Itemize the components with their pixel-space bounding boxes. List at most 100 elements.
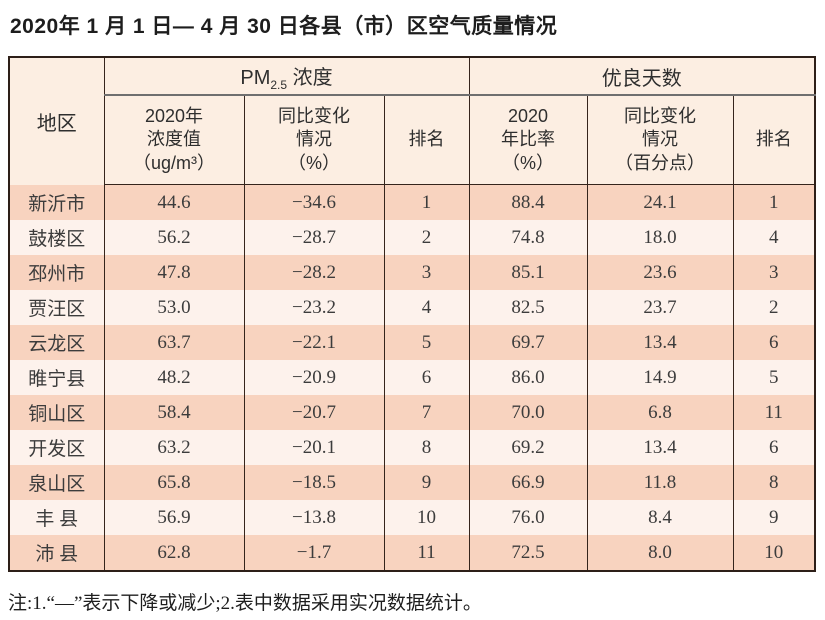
cell-pm25-rank: 6 <box>383 360 470 395</box>
cell-region: 睢宁县 <box>8 360 105 395</box>
cell-pm25-value: 56.2 <box>103 220 245 255</box>
cell-good-change: 13.4 <box>586 430 734 465</box>
cell-pm25-value: 53.0 <box>103 290 245 325</box>
col-header-good-change: 同比变化 情况 （百分点） <box>586 95 734 185</box>
col-header-pm25-rank: 排名 <box>383 95 470 185</box>
cell-region: 云龙区 <box>8 325 105 360</box>
cell-good-change: 11.8 <box>586 465 734 500</box>
cell-good-rank: 3 <box>732 255 816 290</box>
cell-good-change: 13.4 <box>586 325 734 360</box>
cell-pm25-rank: 4 <box>383 290 470 325</box>
cell-good-rate: 76.0 <box>468 500 588 535</box>
cell-good-change: 23.6 <box>586 255 734 290</box>
table-row: 沛 县 62.8 −1.7 11 72.5 8.0 10 <box>8 535 816 571</box>
page-title: 2020年 1 月 1 日— 4 月 30 日各县（市）区空气质量情况 <box>10 15 558 38</box>
cell-good-change: 8.4 <box>586 500 734 535</box>
cell-pm25-value: 48.2 <box>103 360 245 395</box>
table-row: 云龙区 63.7 −22.1 5 69.7 13.4 6 <box>8 325 816 360</box>
cell-region: 沛 县 <box>8 535 105 571</box>
cell-pm25-change: −1.7 <box>243 535 385 571</box>
table-row: 铜山区 58.4 −20.7 7 70.0 6.8 11 <box>8 395 816 430</box>
col-header-pm25-change: 同比变化 情况 （%） <box>243 95 385 185</box>
cell-pm25-change: −28.7 <box>243 220 385 255</box>
cell-pm25-rank: 1 <box>383 184 470 220</box>
table-row: 贾汪区 53.0 −23.2 4 82.5 23.7 2 <box>8 290 816 325</box>
region-column-header: 地区 <box>8 57 105 185</box>
cell-region: 新沂市 <box>8 184 105 220</box>
good-days-group-header: 优良天数 <box>468 57 816 96</box>
cell-good-rank: 8 <box>732 465 816 500</box>
cell-pm25-rank: 11 <box>383 535 470 571</box>
cell-good-rate: 70.0 <box>468 395 588 430</box>
cell-pm25-change: −23.2 <box>243 290 385 325</box>
cell-good-rank: 5 <box>732 360 816 395</box>
cell-pm25-value: 47.8 <box>103 255 245 290</box>
cell-good-rank: 2 <box>732 290 816 325</box>
cell-pm25-rank: 2 <box>383 220 470 255</box>
cell-good-rate: 74.8 <box>468 220 588 255</box>
cell-good-rank: 11 <box>732 395 816 430</box>
cell-pm25-value: 63.7 <box>103 325 245 360</box>
cell-pm25-change: −20.7 <box>243 395 385 430</box>
table-header: 地区 PM2.5 浓度 优良天数 2020年 浓度值 （ug/m³） 同比变化 … <box>8 57 816 185</box>
pm-subscript: 2.5 <box>270 77 288 92</box>
cell-good-change: 24.1 <box>586 184 734 220</box>
cell-pm25-change: −20.9 <box>243 360 385 395</box>
pm-label: PM <box>240 66 271 89</box>
table-row: 新沂市 44.6 −34.6 1 88.4 24.1 1 <box>8 184 816 220</box>
cell-pm25-change: −28.2 <box>243 255 385 290</box>
col-header-pm25-value: 2020年 浓度值 （ug/m³） <box>103 95 245 185</box>
cell-good-rate: 88.4 <box>468 184 588 220</box>
col-header-good-rank: 排名 <box>732 95 816 185</box>
table-row: 丰 县 56.9 −13.8 10 76.0 8.4 9 <box>8 500 816 535</box>
cell-good-change: 18.0 <box>586 220 734 255</box>
cell-good-rate: 85.1 <box>468 255 588 290</box>
table-row: 邳州市 47.8 −28.2 3 85.1 23.6 3 <box>8 255 816 290</box>
cell-region: 鼓楼区 <box>8 220 105 255</box>
cell-pm25-rank: 10 <box>383 500 470 535</box>
table-body: 新沂市 44.6 −34.6 1 88.4 24.1 1 鼓楼区 56.2 −2… <box>8 184 816 571</box>
cell-region: 泉山区 <box>8 465 105 500</box>
cell-pm25-rank: 5 <box>383 325 470 360</box>
cell-region: 铜山区 <box>8 395 105 430</box>
cell-good-rate: 66.9 <box>468 465 588 500</box>
cell-pm25-change: −22.1 <box>243 325 385 360</box>
cell-good-rank: 6 <box>732 430 816 465</box>
cell-pm25-change: −13.8 <box>243 500 385 535</box>
pm25-group-header: PM2.5 浓度 <box>103 57 470 96</box>
cell-good-change: 8.0 <box>586 535 734 571</box>
air-quality-table: 地区 PM2.5 浓度 优良天数 2020年 浓度值 （ug/m³） 同比变化 … <box>8 56 817 572</box>
cell-good-rate: 69.7 <box>468 325 588 360</box>
table-row: 睢宁县 48.2 −20.9 6 86.0 14.9 5 <box>8 360 816 395</box>
table-row: 泉山区 65.8 −18.5 9 66.9 11.8 8 <box>8 465 816 500</box>
table-row: 鼓楼区 56.2 −28.7 2 74.8 18.0 4 <box>8 220 816 255</box>
cell-pm25-value: 58.4 <box>103 395 245 430</box>
col-header-good-rate: 2020 年比率 （%） <box>468 95 588 185</box>
cell-good-rank: 4 <box>732 220 816 255</box>
cell-good-rank: 1 <box>732 184 816 220</box>
cell-pm25-change: −18.5 <box>243 465 385 500</box>
cell-pm25-value: 63.2 <box>103 430 245 465</box>
pm-label-suffix: 浓度 <box>287 66 333 89</box>
cell-pm25-value: 62.8 <box>103 535 245 571</box>
cell-region: 贾汪区 <box>8 290 105 325</box>
cell-good-change: 23.7 <box>586 290 734 325</box>
footnote: 注:1.“—”表示下降或减少;2.表中数据采用实况数据统计。 <box>8 593 482 614</box>
cell-good-rank: 9 <box>732 500 816 535</box>
cell-good-rank: 10 <box>732 535 816 571</box>
cell-good-rate: 82.5 <box>468 290 588 325</box>
cell-good-change: 6.8 <box>586 395 734 430</box>
cell-region: 邳州市 <box>8 255 105 290</box>
cell-pm25-change: −34.6 <box>243 184 385 220</box>
cell-pm25-rank: 7 <box>383 395 470 430</box>
cell-pm25-rank: 8 <box>383 430 470 465</box>
cell-region: 开发区 <box>8 430 105 465</box>
cell-good-rate: 69.2 <box>468 430 588 465</box>
table-row: 开发区 63.2 −20.1 8 69.2 13.4 6 <box>8 430 816 465</box>
cell-good-rate: 72.5 <box>468 535 588 571</box>
cell-good-rank: 6 <box>732 325 816 360</box>
cell-pm25-value: 65.8 <box>103 465 245 500</box>
cell-region: 丰 县 <box>8 500 105 535</box>
cell-pm25-rank: 9 <box>383 465 470 500</box>
